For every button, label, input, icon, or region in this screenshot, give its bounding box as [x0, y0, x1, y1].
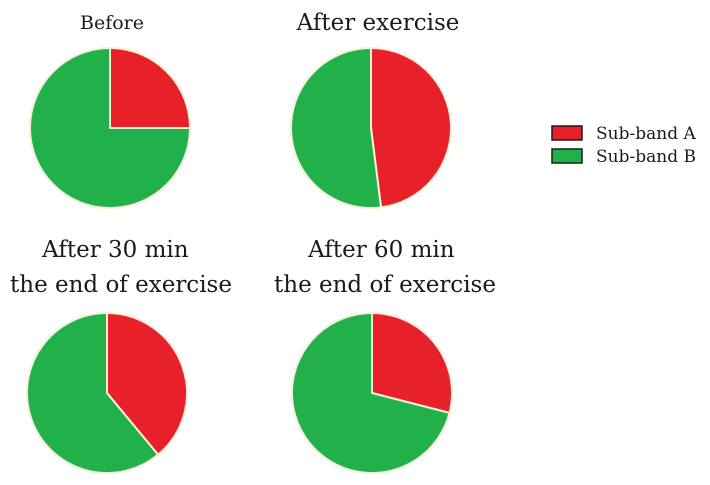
chart-title-line: After exercise [296, 10, 460, 36]
pie-before [29, 47, 191, 209]
pie-slice-sub-band-a [106, 312, 188, 456]
pie-slice-sub-band-b [29, 47, 191, 209]
chart-title-before: Before [80, 12, 144, 34]
legend: Sub-band A Sub-band B [551, 124, 696, 167]
pie-slice-sub-band-b [291, 312, 451, 474]
pie-after-exercise [290, 47, 452, 209]
pie-after-60-min [291, 312, 453, 474]
chart-title-after-60-min: After 60 min the end of exercise [274, 237, 496, 298]
chart-title-after-exercise: After exercise [296, 10, 460, 36]
chart-title-line-1: After 60 min [307, 237, 455, 263]
chart-title-line-1: After 30 min [41, 237, 189, 263]
legend-label-sub-band-b: Sub-band B [596, 147, 696, 167]
legend-label-sub-band-a: Sub-band A [596, 124, 696, 144]
pie-slice-sub-band-a [109, 47, 191, 129]
pie-slice-sub-band-b [290, 47, 383, 209]
pie-slice-sub-band-a [371, 312, 453, 414]
legend-swatch-sub-band-a [551, 125, 583, 141]
chart-title-line-2: the end of exercise [10, 272, 232, 298]
chart-title-line-2: the end of exercise [274, 272, 496, 298]
legend-swatch-sub-band-b [551, 148, 583, 164]
pie-slice-sub-band-a [370, 47, 452, 209]
chart-title-after-30-min: After 30 min the end of exercise [10, 237, 232, 298]
chart-title-line: Before [80, 12, 144, 34]
pie-slice-sub-band-b [26, 312, 159, 474]
pie-after-30-min [26, 312, 188, 474]
